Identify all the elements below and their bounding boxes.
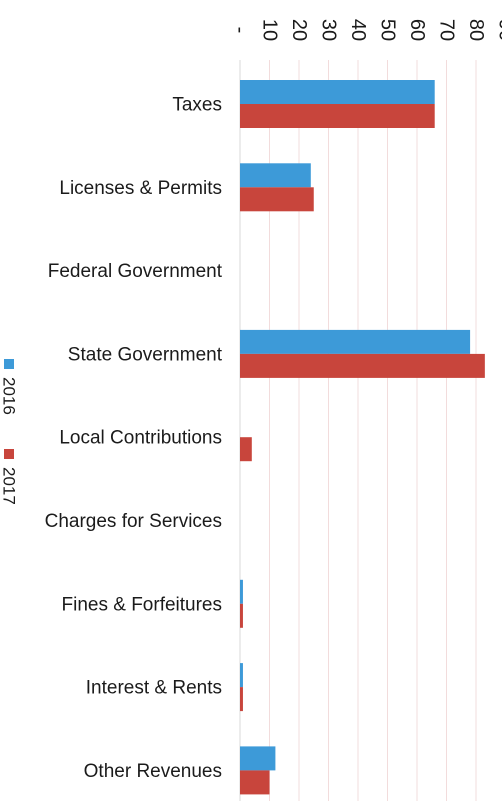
bar-2016: [240, 746, 276, 771]
legend-swatch-2016: [4, 359, 14, 369]
category-label: Local Contributions: [59, 428, 222, 449]
tick-label: -: [229, 27, 251, 34]
bar-2016: [240, 329, 471, 354]
bar-2016: [240, 163, 311, 188]
tick-label: 60: [406, 19, 428, 41]
category-label: Charges for Services: [45, 511, 222, 532]
category-label: Licenses & Permits: [59, 178, 222, 199]
category-label: Federal Government: [48, 261, 223, 282]
bar-2017: [240, 437, 252, 462]
tick-label: 20: [288, 19, 310, 41]
category-label: Interest & Rents: [86, 678, 222, 699]
category-label: Other Revenues: [84, 761, 222, 782]
bar-2016: [240, 80, 435, 104]
bars: [240, 80, 485, 795]
legend-label-2016: 2016: [0, 377, 19, 415]
category-label: Taxes: [172, 95, 222, 116]
tick-label: 10: [259, 19, 281, 41]
bar-2016: [240, 579, 243, 604]
category-label: State Government: [68, 344, 223, 365]
value-axis-ticks: - 10 20 30 40 50 60 70 80 90: [229, 19, 502, 41]
legend-swatch-2017: [4, 449, 14, 459]
tick-label: 70: [436, 19, 458, 41]
legend-label-2017: 2017: [0, 467, 19, 505]
bar-2016: [240, 663, 243, 688]
bar-2017: [240, 187, 314, 212]
bar-2017: [240, 104, 435, 128]
tick-label: 90: [495, 19, 502, 41]
bar-2017: [240, 770, 270, 795]
bar-2017: [240, 353, 485, 378]
tick-label: 40: [347, 19, 369, 41]
category-label: Fines & Forfeitures: [62, 594, 223, 615]
tick-label: 30: [318, 19, 340, 41]
bar-2017: [240, 603, 243, 628]
category-labels: Taxes Licenses & Permits Federal Governmen…: [45, 95, 223, 782]
bar-2017: [240, 687, 243, 712]
tick-label: 50: [377, 19, 399, 41]
legend: 2016 2017: [0, 359, 19, 505]
tick-label: 80: [465, 19, 487, 41]
